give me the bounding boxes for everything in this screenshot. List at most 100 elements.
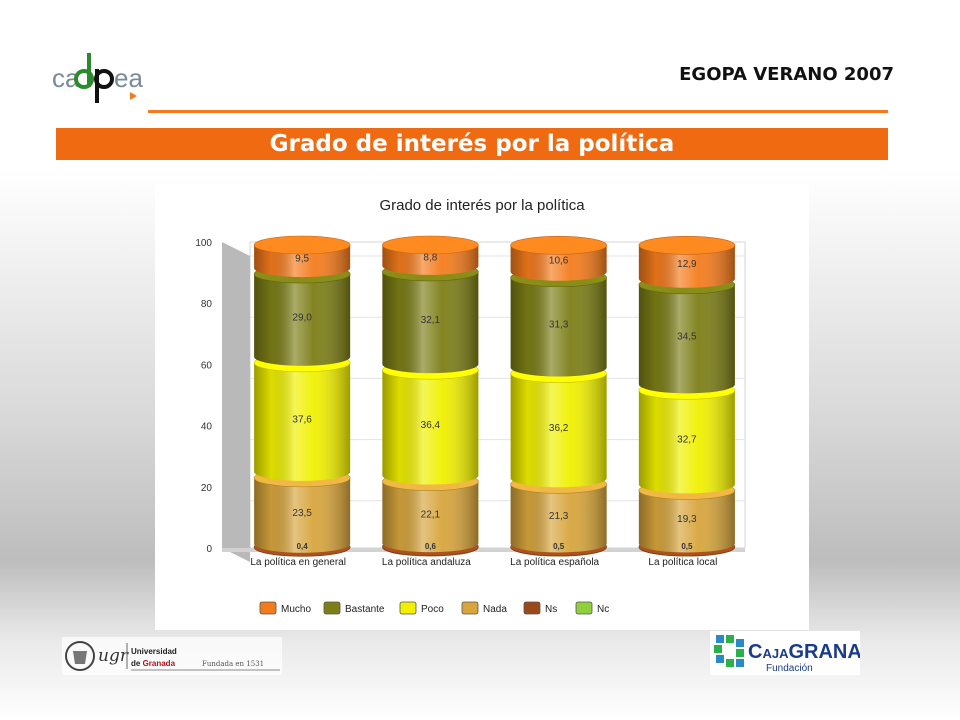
cadpea-logo-arrow-icon — [130, 92, 137, 100]
bar-segment — [382, 235, 479, 275]
bar-segment-top — [638, 236, 736, 255]
legend-label: Poco — [421, 604, 444, 615]
bar-segment-shading — [382, 370, 479, 485]
bar-segment — [638, 236, 736, 288]
bar-segment-shading — [510, 245, 607, 281]
data-label: 31,3 — [549, 320, 569, 331]
x-category-label: La política española — [510, 557, 599, 568]
x-category-label: La política andaluza — [382, 557, 471, 568]
chart-title: Grado de interés por la política — [379, 197, 585, 214]
bar-segment-shading — [510, 373, 607, 488]
data-label: 22,1 — [421, 509, 441, 520]
university-logo: ugr Universidad de Granada Fundada en 15… — [62, 637, 282, 675]
bar-segment-shading — [254, 274, 351, 366]
bar-segment-shading — [510, 484, 607, 553]
data-label: 32,7 — [677, 434, 697, 445]
caja-granada-logo: CAJAGRANADA Fundación — [710, 631, 891, 675]
cadpea-logo-black-bowl — [94, 69, 114, 89]
university-line2: de Granada — [131, 659, 176, 668]
x-category-label: La política local — [648, 557, 717, 568]
data-label: 9,5 — [295, 254, 309, 265]
data-label: 0,5 — [553, 542, 565, 551]
bar-segment — [253, 353, 351, 481]
bar-segment — [253, 468, 351, 553]
bar-segment-shading — [254, 477, 351, 553]
survey-title: EGOPA VERANO 2007 — [679, 64, 894, 85]
ugr-mark: ugr — [98, 646, 129, 666]
chart-side-wall — [222, 242, 250, 562]
bar-segment-shading — [638, 245, 735, 288]
y-tick-label: 100 — [195, 238, 212, 249]
university-seal-icon — [65, 641, 95, 671]
cadpea-logo-green-stem — [87, 53, 91, 87]
y-tick-label: 60 — [201, 360, 213, 371]
bar-segment — [253, 235, 351, 278]
y-tick-label: 20 — [201, 483, 213, 494]
data-label: 23,5 — [292, 508, 312, 519]
legend-item: Poco — [399, 601, 444, 615]
bar-segment — [382, 472, 479, 553]
bar-segment — [510, 236, 607, 281]
cadpea-logo-text-right: ea — [114, 63, 143, 93]
bar-segment-top — [510, 236, 607, 255]
legend-label: Mucho — [281, 604, 311, 615]
university-founded: Fundada en 1531 — [202, 660, 264, 668]
bar-segment-top — [253, 235, 351, 255]
bar-segment-shading — [638, 284, 735, 394]
header-divider — [148, 110, 888, 113]
data-label: 36,4 — [421, 420, 441, 431]
stacked-bar-chart: Grado de interés por la política 0 20 40 60 8… — [195, 197, 746, 615]
legend-swatch — [461, 601, 479, 615]
caja-granada-name: CAJAGRANADA — [748, 641, 860, 663]
data-label: 37,6 — [292, 414, 312, 425]
y-tick-label: 0 — [206, 544, 212, 555]
y-tick-label: 80 — [201, 299, 213, 310]
data-label: 0,6 — [425, 542, 437, 551]
legend-label: Nada — [483, 604, 507, 615]
legend-item: Nc — [575, 601, 609, 615]
chart-floor — [222, 548, 745, 552]
legend-swatch — [523, 601, 541, 615]
legend-item: Mucho — [259, 601, 311, 615]
data-label: 29,0 — [292, 312, 312, 323]
bar-segment — [382, 262, 479, 374]
legend-label: Ns — [545, 604, 557, 615]
university-seal-shield — [73, 651, 87, 664]
university-line1: Universidad — [131, 647, 177, 656]
caja-granada-emblem-icon — [714, 635, 744, 667]
bar-segment — [382, 360, 479, 485]
legend-swatch — [575, 601, 593, 615]
y-tick-label: 40 — [201, 422, 213, 433]
data-label: 34,5 — [677, 332, 697, 343]
data-label: 12,9 — [677, 259, 697, 270]
data-label: 36,2 — [549, 423, 569, 434]
legend-label: Nc — [597, 604, 609, 615]
data-label: 0,4 — [297, 542, 309, 551]
cadpea-logo: ca ea — [48, 47, 146, 109]
legend-swatch — [323, 601, 341, 615]
legend-label: Bastante — [345, 604, 385, 615]
legend-item: Nada — [461, 601, 507, 615]
bar-segment-top — [382, 235, 479, 255]
legend-item: Bastante — [323, 601, 385, 615]
bar-segment — [510, 364, 607, 488]
legend-swatch — [399, 601, 417, 615]
cadpea-logo-green-bowl — [74, 69, 94, 89]
bar-segment-shading — [382, 271, 479, 374]
legend-item: Ns — [523, 601, 557, 615]
chart-panel: Grado de interés por la política 0 20 40 60 8… — [155, 184, 809, 630]
bar-segment-shading — [638, 490, 735, 553]
bar-segment — [253, 264, 351, 366]
data-label: 19,3 — [677, 514, 697, 525]
data-label: 32,1 — [421, 315, 441, 326]
legend-swatch — [259, 601, 277, 615]
x-category-label: La política en general — [250, 557, 346, 568]
banner-title: Grado de interés por la política — [56, 128, 888, 160]
data-label: 8,8 — [423, 252, 437, 263]
data-label: 21,3 — [549, 511, 569, 522]
bar-segment-shading — [254, 362, 351, 481]
data-label: 10,6 — [549, 256, 569, 267]
bar-segment-shading — [638, 390, 735, 494]
bar-segment — [638, 275, 736, 394]
bar-segment-shading — [510, 277, 607, 377]
